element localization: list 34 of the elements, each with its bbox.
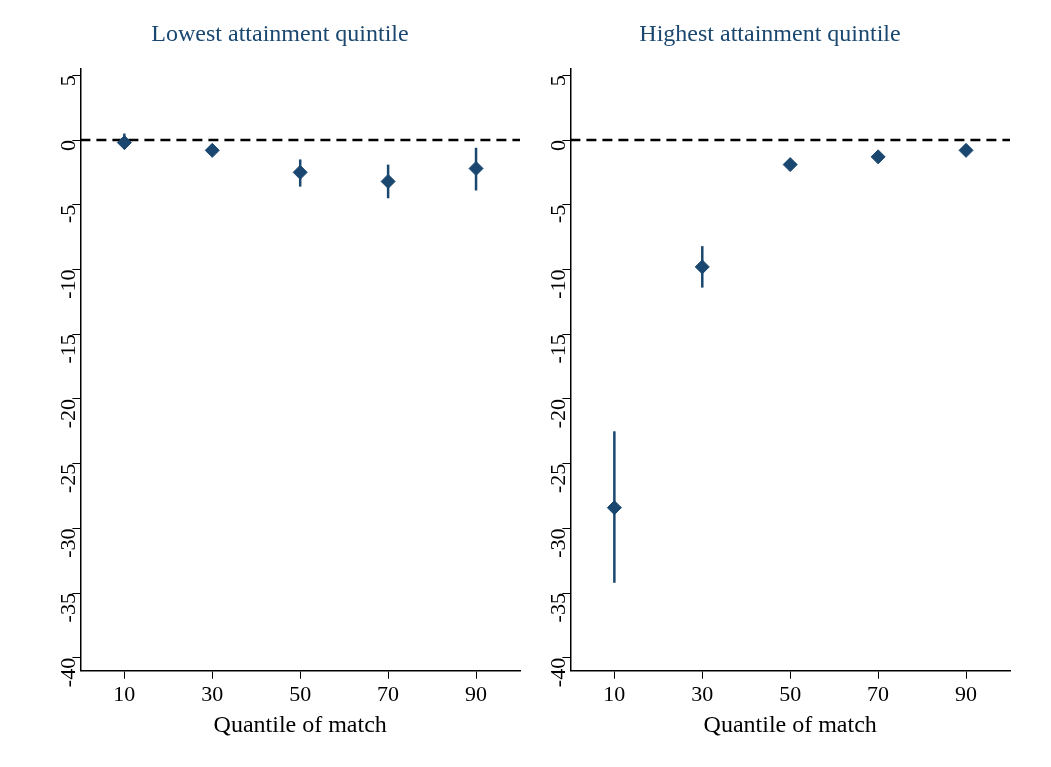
x-tick-label: 30 bbox=[201, 680, 224, 706]
y-tick-label: -35 bbox=[545, 593, 571, 623]
y-tick-label: 0 bbox=[545, 140, 571, 151]
y-tick-label: -40 bbox=[55, 657, 81, 688]
x-tick-label: 10 bbox=[603, 680, 626, 706]
x-tick-label: 50 bbox=[289, 680, 312, 706]
y-tick-label: -35 bbox=[55, 593, 81, 623]
chart-title: Lowest attainment quintile bbox=[151, 19, 409, 46]
y-tick-label: -25 bbox=[545, 463, 571, 493]
x-axis-title: Quantile of match bbox=[213, 710, 387, 737]
y-tick-label: 0 bbox=[55, 140, 81, 151]
x-tick-label: 50 bbox=[779, 680, 802, 706]
y-tick-label: -40 bbox=[545, 657, 571, 688]
y-tick-label: 5 bbox=[55, 75, 81, 87]
y-tick-label: -10 bbox=[545, 269, 571, 299]
y-tick-label: -15 bbox=[545, 334, 571, 364]
y-tick-label: -30 bbox=[55, 528, 81, 558]
y-tick-label: -10 bbox=[55, 269, 81, 299]
y-tick-label: -20 bbox=[55, 398, 81, 429]
x-tick-label: 10 bbox=[113, 680, 136, 706]
y-tick-label: -30 bbox=[545, 528, 571, 558]
y-tick-label: -15 bbox=[55, 334, 81, 364]
y-tick-label: 5 bbox=[545, 75, 571, 87]
x-tick-label: 30 bbox=[691, 680, 714, 706]
y-tick-label: -5 bbox=[55, 204, 81, 224]
y-tick-label: -20 bbox=[545, 398, 571, 429]
x-tick-label: 70 bbox=[377, 680, 400, 706]
chart-title: Highest attainment quintile bbox=[639, 19, 901, 46]
y-tick-label: -25 bbox=[55, 463, 81, 493]
y-tick-label: -5 bbox=[545, 204, 571, 224]
x-tick-label: 90 bbox=[465, 680, 488, 706]
x-axis-title: Quantile of match bbox=[703, 710, 877, 737]
x-tick-label: 90 bbox=[955, 680, 978, 706]
x-tick-label: 70 bbox=[867, 680, 890, 706]
